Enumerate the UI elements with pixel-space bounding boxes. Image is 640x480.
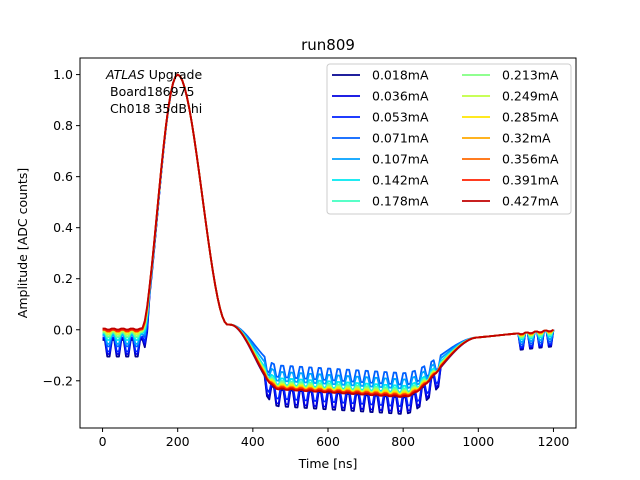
annotation-line-1: ATLAS Upgrade (105, 67, 202, 82)
x-tick-label: 0 (99, 434, 107, 449)
legend-label: 0.427mA (502, 194, 559, 209)
x-tick-label: 200 (166, 434, 190, 449)
series-line-0.427mA (102, 73, 554, 398)
legend-label: 0.356mA (502, 152, 559, 167)
legend-label: 0.053mA (372, 110, 429, 125)
legend: 0.018mA 0.036mA 0.053mA 0.071mA 0.107mA 0.142… (326, 63, 572, 215)
x-tick-label: 800 (391, 434, 415, 449)
legend-label: 0.32mA (502, 131, 551, 146)
legend-label: 0.142mA (372, 173, 429, 188)
legend-label: 0.249mA (502, 89, 559, 104)
x-tick-label: 1000 (462, 434, 494, 449)
x-axis-label: Time [ns] (298, 456, 358, 471)
annotation-board: Board186975 (110, 84, 194, 99)
legend-label: 0.285mA (502, 110, 559, 125)
y-tick-label: 0.8 (53, 118, 73, 133)
y-tick-label: 0.6 (53, 169, 73, 184)
x-axis: 0 200 400 600 800 1000 1200 (99, 428, 570, 449)
legend-box (326, 63, 572, 215)
y-tick-label: 0.4 (53, 220, 73, 235)
legend-label: 0.018mA (372, 68, 429, 83)
legend-label: 0.071mA (372, 131, 429, 146)
y-axis-label: Amplitude [ADC counts] (15, 168, 30, 318)
legend-label: 0.178mA (372, 194, 429, 209)
y-tick-label: 0.2 (53, 271, 73, 286)
legend-label: 0.036mA (372, 89, 429, 104)
legend-label: 0.213mA (502, 68, 559, 83)
annotation-upgrade: Upgrade (145, 67, 203, 82)
y-tick-label: 1.0 (53, 67, 73, 82)
legend-label: 0.391mA (502, 173, 559, 188)
chart-title: run809 (301, 36, 355, 54)
annotation-channel: Ch018 35dB hi (110, 101, 202, 116)
atlas-annotation: ATLAS Upgrade Board186975 Ch018 35dB hi (105, 67, 202, 116)
y-axis: −0.2 0.0 0.2 0.4 0.6 0.8 1.0 (43, 67, 80, 388)
y-tick-label: −0.2 (43, 373, 73, 388)
x-tick-label: 1200 (538, 434, 570, 449)
legend-label: 0.107mA (372, 152, 429, 167)
annotation-atlas: ATLAS (105, 67, 145, 82)
series-layer (102, 73, 555, 415)
y-tick-label: 0.0 (53, 322, 73, 337)
x-tick-label: 600 (316, 434, 340, 449)
x-tick-label: 400 (241, 434, 265, 449)
